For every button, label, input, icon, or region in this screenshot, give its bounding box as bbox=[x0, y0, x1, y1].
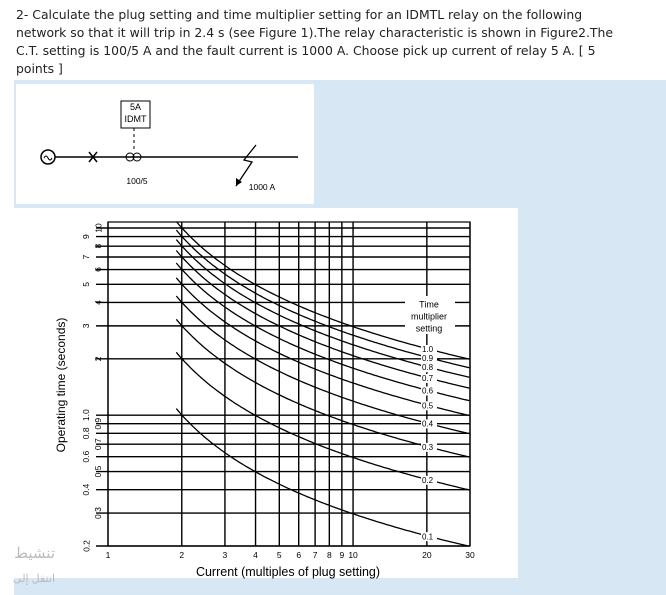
tms-curve bbox=[175, 229, 470, 369]
figure-2-box bbox=[14, 208, 518, 578]
y-tick-label: 0.5 bbox=[93, 465, 103, 477]
tms-curve bbox=[175, 250, 470, 389]
fault-arrow-head bbox=[236, 178, 242, 186]
y-tick-label: 0.6 bbox=[81, 451, 91, 463]
y-tick-label: 6 bbox=[93, 267, 103, 272]
figure-2: 1 2 3 4 5 6 7 8 9 10 20 300.20.30.40.50.60.70.80.91… bbox=[54, 221, 475, 579]
y-tick-label: 0.2 bbox=[81, 540, 91, 552]
tms-curve bbox=[175, 318, 470, 458]
tms-label: 0.6 bbox=[422, 387, 434, 396]
tms-label-bg bbox=[421, 353, 437, 363]
tms-curve bbox=[175, 277, 470, 417]
question-line: points ] bbox=[16, 61, 63, 76]
tms-curve bbox=[175, 239, 470, 378]
y-tick-label: 1.0 bbox=[81, 409, 91, 421]
x-tick-label: 5 bbox=[277, 550, 282, 560]
relay-label: IDMT bbox=[125, 114, 147, 124]
x-tick-label: 2 bbox=[179, 550, 184, 560]
legend-title: setting bbox=[416, 323, 443, 333]
tms-label: 0.9 bbox=[422, 354, 434, 363]
y-axis-label: Operating time (seconds) bbox=[54, 318, 68, 453]
ct-coil bbox=[125, 152, 135, 162]
tms-label-bg bbox=[421, 344, 437, 354]
x-tick-label: 9 bbox=[339, 550, 344, 560]
question-line: 2- Calculate the plug setting and time m… bbox=[16, 7, 583, 22]
y-tick-label: 10 bbox=[93, 223, 103, 233]
y-tick-label: 0.7 bbox=[93, 438, 103, 450]
relay-box bbox=[120, 100, 151, 129]
tms-curve bbox=[175, 222, 470, 360]
tms-label-bg bbox=[421, 419, 437, 429]
figure-1: 5A IDMT 100/5 1000 A bbox=[16, 84, 314, 204]
generator-symbol bbox=[43, 155, 53, 161]
tms-label-bg bbox=[421, 401, 437, 411]
ct-label: 100/5 bbox=[126, 176, 148, 186]
y-tick-label: 0.4 bbox=[81, 483, 91, 495]
x-tick-label: 1 bbox=[106, 550, 111, 560]
tms-label: 0.7 bbox=[422, 374, 434, 383]
tms-label-bg bbox=[421, 373, 437, 383]
x-tick-label: 8 bbox=[327, 550, 332, 560]
y-tick-label: 0.9 bbox=[93, 418, 103, 430]
y-tick-label: 0.3 bbox=[93, 507, 103, 519]
y-tick-label: 4 bbox=[93, 300, 103, 305]
x-tick-label: 10 bbox=[348, 550, 358, 560]
x-tick-label: 3 bbox=[223, 550, 228, 560]
tms-curve bbox=[175, 351, 470, 491]
tms-label: 0.8 bbox=[422, 363, 434, 372]
relay-label: 5A bbox=[130, 102, 141, 112]
y-tick-label: 0.8 bbox=[81, 427, 91, 439]
tms-label: 0.3 bbox=[422, 443, 434, 452]
x-tick-label: 20 bbox=[422, 550, 432, 560]
tms-label-bg bbox=[421, 386, 437, 396]
y-tick-label: 8 bbox=[93, 244, 103, 249]
y-tick-label: 9 bbox=[81, 234, 91, 239]
tms-label: 0.2 bbox=[422, 476, 434, 485]
watermark: انتقل إلى bbox=[13, 573, 55, 585]
y-tick-label: 2 bbox=[93, 356, 103, 361]
y-tick-label: 7 bbox=[81, 254, 91, 259]
legend-title: Time bbox=[419, 299, 439, 309]
tms-label: 0.1 bbox=[422, 532, 434, 541]
tms-label: 1.0 bbox=[422, 345, 434, 354]
tms-curve bbox=[175, 408, 470, 546]
x-tick-label: 7 bbox=[313, 550, 318, 560]
tms-label-bg bbox=[421, 532, 437, 542]
breaker bbox=[88, 151, 98, 163]
x-tick-label: 6 bbox=[296, 550, 301, 560]
question-line: C.T. setting is 100/5 A and the fault cu… bbox=[16, 43, 596, 58]
tms-curve bbox=[175, 295, 470, 435]
legend-title: multiplier bbox=[411, 311, 447, 321]
y-tick-label: 5 bbox=[81, 282, 91, 287]
tms-label: 0.5 bbox=[422, 401, 434, 410]
y-tick-label: 3 bbox=[81, 323, 91, 328]
question-line: network so that it will trip in 2.4 s (s… bbox=[16, 25, 613, 40]
tms-curve bbox=[175, 262, 470, 402]
watermark: تنشيط bbox=[14, 545, 55, 562]
legend-bg bbox=[405, 296, 455, 334]
x-axis-label: Current (multiples of plug setting) bbox=[196, 565, 380, 579]
tms-label: 0.4 bbox=[422, 420, 434, 429]
figure-1-box bbox=[16, 84, 314, 204]
fault-arrow bbox=[235, 144, 257, 187]
tms-label-bg bbox=[421, 475, 437, 485]
tms-label-bg bbox=[421, 442, 437, 452]
x-tick-label: 30 bbox=[465, 550, 475, 560]
x-tick-label: 4 bbox=[253, 550, 258, 560]
ct-coil bbox=[132, 152, 142, 162]
fault-label: 1000 A bbox=[249, 182, 276, 192]
tms-label-bg bbox=[421, 363, 437, 373]
